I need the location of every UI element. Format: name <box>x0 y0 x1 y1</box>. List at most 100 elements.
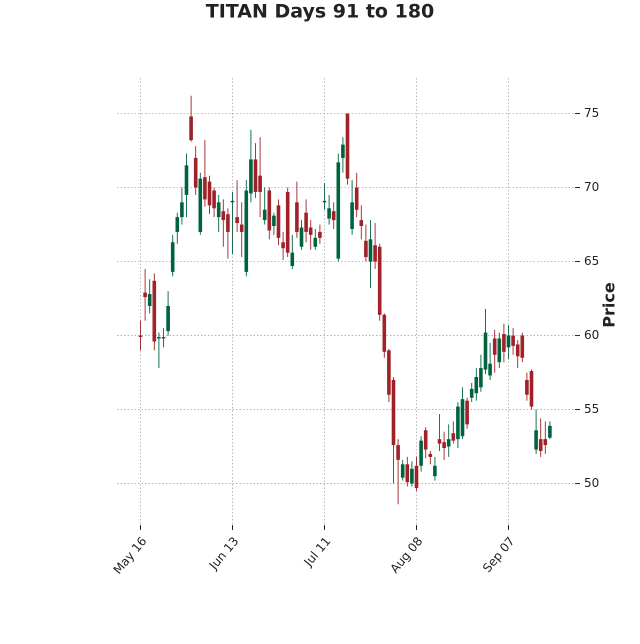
candle-body <box>161 337 166 339</box>
candle-body <box>299 227 304 247</box>
candle-body <box>377 246 382 315</box>
candle-body <box>525 379 529 395</box>
candle-body <box>511 335 515 346</box>
candle-body <box>170 242 175 272</box>
candle-body <box>143 292 147 298</box>
candle-body <box>336 162 341 259</box>
candle-body <box>184 165 189 195</box>
x-tick-label: Aug 08 <box>387 534 425 576</box>
candle-body <box>285 191 290 253</box>
candle-body <box>368 239 373 262</box>
candle-body <box>350 202 354 229</box>
candle-body <box>396 445 400 460</box>
y-tick-label: 50 <box>584 476 599 490</box>
candle-body <box>249 159 253 194</box>
candle-body <box>244 190 249 272</box>
candle-body <box>226 214 230 232</box>
candle-body <box>488 363 492 376</box>
candle-body <box>189 116 193 141</box>
x-tick-label: Jun 13 <box>206 534 242 573</box>
y-tick-label: 60 <box>584 328 599 342</box>
candle-body <box>382 314 387 352</box>
candle-body <box>497 338 502 363</box>
candle-body <box>345 113 350 179</box>
candle-body <box>451 433 456 441</box>
chart-title: TITAN Days 91 to 180 <box>206 1 435 23</box>
candle-body <box>400 464 405 478</box>
candle-body <box>212 190 216 209</box>
candle-body <box>479 368 483 388</box>
candle-body <box>203 177 207 200</box>
candle-body <box>373 245 377 262</box>
candle-body <box>502 334 506 352</box>
candle-body <box>207 181 212 206</box>
candle-body <box>313 237 318 247</box>
candle-body <box>456 406 460 440</box>
candle-body <box>322 200 327 203</box>
candle-body <box>364 240 368 258</box>
candle-body <box>290 252 295 266</box>
candle-body <box>442 442 446 449</box>
y-axis-label: Price <box>600 282 619 328</box>
candle-body <box>295 202 299 232</box>
y-tick-label: 55 <box>584 402 599 416</box>
candle-body <box>460 399 465 437</box>
candle-body <box>318 231 322 238</box>
candle-body <box>515 344 520 357</box>
candle-body <box>235 217 239 224</box>
candle-body <box>414 465 419 488</box>
candle-body <box>341 144 345 158</box>
candle-body <box>258 175 262 192</box>
candle-body <box>267 190 272 231</box>
candle-body <box>405 464 410 483</box>
candle-body <box>492 338 497 355</box>
candle-body <box>433 465 437 477</box>
candle-body <box>239 224 244 232</box>
candle-body <box>198 178 203 232</box>
candle-body <box>359 220 364 227</box>
candle-body <box>419 440 423 466</box>
candle-body <box>193 157 198 188</box>
candle-body <box>216 202 221 218</box>
candle-body <box>221 211 226 221</box>
x-tick-label: May 16 <box>111 534 150 577</box>
candle-body <box>175 217 180 232</box>
candle-body <box>391 379 396 446</box>
candle-body <box>354 187 359 210</box>
candle-body <box>272 215 276 227</box>
candle-body <box>543 439 548 446</box>
candle-body <box>281 242 285 249</box>
candle-body <box>469 388 474 398</box>
candle-body <box>152 280 157 342</box>
candle-body <box>262 209 267 221</box>
candle-body <box>446 439 451 447</box>
candle-body <box>506 335 511 348</box>
candle-body <box>410 468 414 484</box>
y-tick-label: 75 <box>584 106 599 120</box>
candle-body <box>423 430 428 450</box>
candle-body <box>465 400 469 425</box>
candle-body <box>147 294 152 306</box>
candle-body <box>138 335 143 338</box>
candle-body <box>483 332 488 370</box>
candle-body <box>428 453 433 457</box>
candle-body <box>327 208 331 219</box>
candle-body <box>538 439 543 451</box>
candle-body <box>534 430 538 450</box>
candle-body <box>157 337 161 339</box>
candle-body <box>230 200 235 203</box>
candle-body <box>331 211 336 221</box>
y-tick-label: 65 <box>584 254 599 268</box>
candle-body <box>548 425 552 438</box>
candle-body <box>304 212 308 232</box>
candle-body <box>474 376 479 394</box>
candle-body <box>529 371 534 407</box>
x-tick-label: Sep 07 <box>480 534 518 575</box>
x-tick-label: Jul 11 <box>301 534 334 569</box>
candle-body <box>387 350 391 395</box>
candle-body <box>180 202 184 218</box>
candle-body <box>166 305 170 332</box>
candle-body <box>276 205 281 238</box>
candle-body <box>308 227 313 235</box>
